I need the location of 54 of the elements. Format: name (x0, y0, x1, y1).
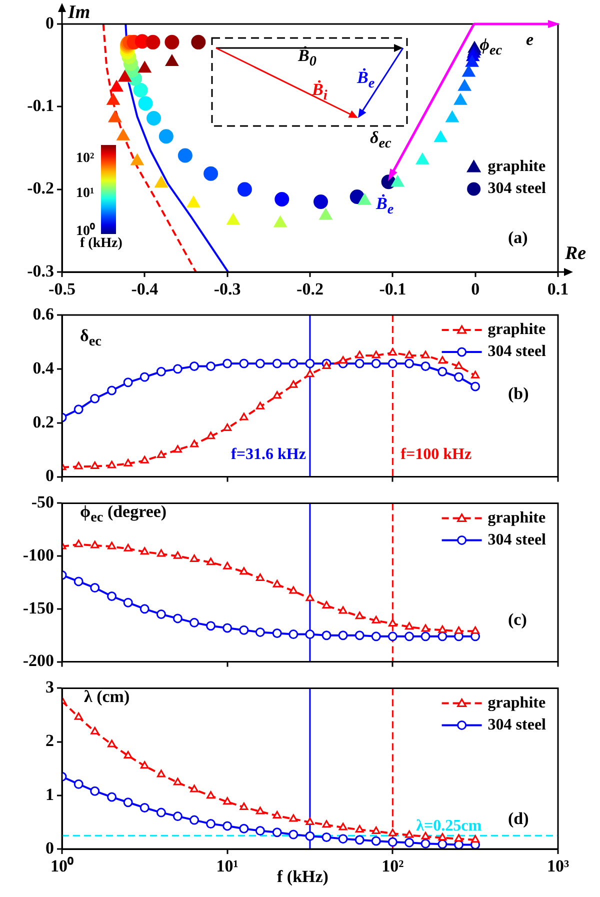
annotation: Ḃ$_{e}$ (357, 68, 375, 92)
annotation: f (kHz) (80, 236, 122, 252)
y-axis-title: Im (68, 2, 90, 24)
y-axis-title: δ$_{ec}$ (80, 326, 102, 350)
annotation: (c) (508, 610, 527, 630)
y-tick-label: -100 (22, 545, 54, 564)
x-axis-title: f (kHz) (277, 867, 328, 887)
y-tick-label: 2 (46, 731, 54, 750)
annotation: 10² (76, 151, 94, 167)
annotation: 10¹ (76, 186, 94, 202)
x-tick-label: 10⁰ (50, 856, 74, 876)
y-axis-title: ϕ$_{ec}$ (degree) (80, 502, 167, 526)
y-tick-label: 0 (46, 466, 54, 486)
annotation: (a) (508, 228, 528, 248)
x-tick-label: 10² (382, 856, 404, 876)
ref-line-label: f=31.6 kHz (231, 446, 306, 463)
y-axis-title: λ (cm) (84, 687, 130, 707)
x-tick-label: 0.1 (547, 280, 569, 299)
legend-label: 304 steel (488, 716, 547, 734)
y-tick-label: -0.3 (27, 261, 54, 280)
x-tick-label: -0.2 (296, 280, 324, 299)
legend-label: 304 steel (488, 180, 547, 198)
legend-label: 304 steel (488, 343, 547, 360)
y-tick-label: 0 (46, 13, 54, 32)
ref-line-label: λ=0.25cm (416, 818, 482, 835)
x-tick-label: 10¹ (216, 856, 238, 876)
x-tick-label: 0 (471, 280, 480, 299)
y-tick-label: 3 (46, 678, 54, 697)
annotation: (b) (508, 384, 529, 404)
legend-label: 304 steel (488, 531, 547, 548)
x-tick-label: -0.5 (48, 280, 76, 299)
y-tick-label: -0.1 (27, 96, 54, 116)
y-tick-label: 0.4 (32, 358, 54, 378)
x-tick-label: -0.1 (379, 280, 406, 299)
y-tick-label: -200 (22, 651, 54, 670)
legend-label: graphite (488, 321, 546, 338)
legend-label: graphite (488, 694, 546, 712)
annotation: Ḃ$_{e}$ (376, 194, 394, 218)
x-tick-label: -0.4 (131, 280, 159, 299)
x-axis-title: Re (565, 243, 586, 265)
annotation: Ḃ$_{0}$ (298, 46, 316, 70)
y-tick-label: -150 (22, 598, 54, 618)
legend-label: graphite (488, 509, 546, 526)
y-tick-label: 0.6 (32, 304, 54, 324)
ref-line-label: f=100 kHz (400, 446, 472, 463)
y-tick-label: 0.2 (32, 412, 54, 432)
x-tick-label: -0.3 (214, 280, 241, 299)
y-tick-label: -0.2 (27, 178, 54, 198)
y-tick-label: 0 (46, 838, 54, 858)
x-tick-label: 10³ (546, 856, 570, 876)
annotation: Ḃ$_{i}$ (312, 80, 328, 104)
y-tick-label: -50 (31, 492, 54, 512)
annotation: (d) (508, 809, 529, 829)
y-tick-label: 1 (46, 784, 54, 804)
